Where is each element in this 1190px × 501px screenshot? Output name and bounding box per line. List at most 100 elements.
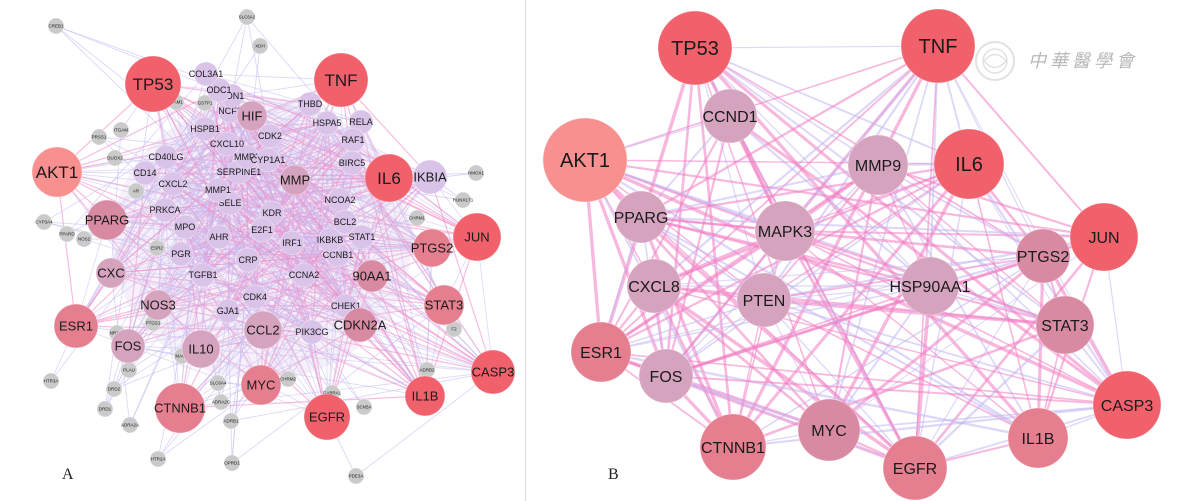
node-a-hub-pparg: PPARG bbox=[85, 199, 129, 241]
node-a-outer-adra2c: ADRA2C bbox=[212, 393, 231, 411]
node-a-inner-serpine1-label: SERPINE1 bbox=[217, 167, 262, 177]
node-a-outer-slc6a4: SLC6A4 bbox=[209, 374, 227, 392]
node-b-casp3: CASP3 bbox=[1092, 370, 1162, 440]
node-a-hub-hif-circle bbox=[236, 100, 268, 132]
node-a-inner-cyp1a1-circle bbox=[255, 147, 281, 173]
node-a-outer-htr3a: HTR3A bbox=[42, 372, 60, 390]
edge bbox=[200, 348, 494, 373]
node-a-outer-hmox1: HMOX1 bbox=[467, 164, 485, 182]
node-a-outer-esr2-label: ESR2 bbox=[151, 246, 163, 251]
node-a-hub-stat3-label: STAT3 bbox=[425, 298, 464, 313]
node-a-hub-ikbia-circle bbox=[412, 159, 448, 195]
node-a-outer-slc6a2: SLC6A2 bbox=[238, 8, 256, 26]
node-a-inner-cdk4: CDK4 bbox=[242, 284, 268, 310]
node-a-outer-pde3a-label: PDE3A bbox=[349, 474, 364, 479]
node-a-hub-myc-circle bbox=[240, 364, 282, 406]
node-b-il6-label: IL6 bbox=[955, 154, 983, 176]
node-a-outer-adrb1: ADRB1 bbox=[222, 412, 240, 430]
edge bbox=[144, 172, 256, 298]
node-a-hub-fos: FOS bbox=[110, 328, 146, 364]
node-a-outer-icam1-label: ICAM1 bbox=[169, 100, 183, 105]
node-b-esr1-circle bbox=[570, 321, 632, 383]
node-a-inner-gja1-circle bbox=[215, 298, 241, 324]
node-a-hub-cdkn2a-label: CDKN2A bbox=[334, 318, 387, 333]
edge bbox=[763, 299, 1128, 406]
node-a-inner-ccna2-label: CCNA2 bbox=[289, 270, 320, 280]
node-a-hub-pparg-circle bbox=[86, 199, 128, 241]
node-a-hub-cdkn2a-circle bbox=[342, 307, 378, 343]
node-a-outer-htr3a-circle bbox=[42, 372, 60, 390]
node-a-inner-sele-label: SELE bbox=[218, 198, 241, 208]
node-a-hub-tp53-circle bbox=[124, 55, 182, 113]
node-b-mmp9-label: MMP9 bbox=[855, 158, 901, 175]
edge bbox=[165, 156, 464, 201]
edge bbox=[352, 139, 478, 238]
node-a-hub-il6-circle bbox=[364, 153, 414, 203]
node-a-inner-pgr-circle bbox=[168, 241, 194, 267]
node-a-outer-oprd1-label: OPRD1 bbox=[224, 461, 240, 466]
edge bbox=[271, 212, 313, 333]
network-b-nodes: TP53 TNF CCND1 AKT1 MMP9 IL6 PPARG MAPK3 JUN PTGS… bbox=[542, 8, 1162, 501]
edge bbox=[127, 172, 146, 347]
node-a-outer-adra2a: ADRA2A bbox=[121, 416, 139, 434]
node-a-inner-cxcl2: CXCL2 bbox=[158, 171, 188, 197]
node-a-inner-cd40lg-label: CD40LG bbox=[148, 152, 183, 162]
node-b-akt1-circle bbox=[542, 117, 628, 203]
edge bbox=[968, 163, 1128, 406]
node-b-esr1-label: ESR1 bbox=[580, 345, 622, 362]
edge bbox=[694, 45, 939, 49]
node-b-mmp9: MMP9 bbox=[847, 134, 909, 196]
node-a-outer-duox2: DUOX2 bbox=[106, 149, 124, 167]
edge bbox=[184, 226, 455, 330]
node-a-outer-prss1: PRSS1 bbox=[90, 128, 108, 146]
edge bbox=[640, 163, 879, 219]
edge bbox=[914, 236, 1105, 469]
node-a-inner-cd14-label: CD14 bbox=[133, 168, 156, 178]
node-a-inner-tgfb1-circle bbox=[190, 262, 216, 288]
edge bbox=[75, 325, 264, 331]
node-a-inner-col3a1-label: COL3A1 bbox=[189, 69, 224, 79]
node-b-il1b-circle bbox=[1007, 407, 1069, 469]
node-a-outer-ppard-label: PPARD bbox=[59, 232, 75, 237]
node-a-inner-prkca: PRKCA bbox=[149, 197, 181, 223]
edge bbox=[164, 209, 433, 249]
node-a-inner-thbd-label: THBD bbox=[298, 99, 323, 109]
edge bbox=[665, 163, 970, 377]
edge bbox=[110, 272, 204, 276]
node-b-pten: PTEN bbox=[736, 272, 792, 328]
node-a-outer-hmox1-label: HMOX1 bbox=[468, 171, 485, 176]
edge bbox=[165, 156, 333, 394]
node-a-outer-itgam-label: ITGAM bbox=[114, 128, 129, 133]
edge bbox=[172, 117, 251, 185]
node-a-inner-ikbkb-circle bbox=[317, 227, 343, 253]
node-a-outer-adrb1-label: ADRB1 bbox=[223, 419, 239, 424]
edge bbox=[165, 156, 365, 408]
edge bbox=[75, 102, 206, 327]
node-a-hub-stat3-circle bbox=[423, 284, 465, 326]
node-a-outer-htr2a-circle bbox=[149, 450, 167, 468]
edge bbox=[172, 103, 311, 185]
node-a-hub-jun: JUN bbox=[452, 212, 502, 262]
node-b-hsp90aa1: HSP90AA1 bbox=[890, 256, 971, 316]
node-a-inner-chek1-label: CHEK1 bbox=[331, 301, 361, 311]
node-b-akt1-label: AKT1 bbox=[560, 150, 610, 172]
edge bbox=[129, 171, 240, 426]
node-a-outer-adra2a-circle bbox=[121, 416, 139, 434]
node-b-fos-circle bbox=[638, 348, 694, 404]
edge bbox=[429, 176, 494, 373]
edge bbox=[784, 230, 1039, 439]
node-a-outer-drd1-label: DRD1 bbox=[99, 407, 112, 412]
node-b-tp53-label: TP53 bbox=[671, 38, 719, 60]
node-a-inner-stat1-label: STAT1 bbox=[349, 232, 376, 242]
node-a-inner-birc5-circle bbox=[339, 150, 365, 176]
node-a-inner-mmp1-label: MMP1 bbox=[205, 185, 231, 195]
node-a-outer-slc6a2-label: SLC6A2 bbox=[239, 15, 256, 20]
node-a-hub-nos3: NOS3 bbox=[140, 289, 176, 321]
node-a-inner-irf1-circle bbox=[279, 230, 305, 256]
edge bbox=[600, 351, 1128, 406]
edge bbox=[83, 238, 494, 373]
edge bbox=[640, 215, 1044, 258]
node-b-jun-circle bbox=[1069, 202, 1139, 272]
node-a-hub-nos3-label: NOS3 bbox=[140, 298, 175, 313]
node-a-hub-mmp: MMP bbox=[279, 164, 311, 196]
